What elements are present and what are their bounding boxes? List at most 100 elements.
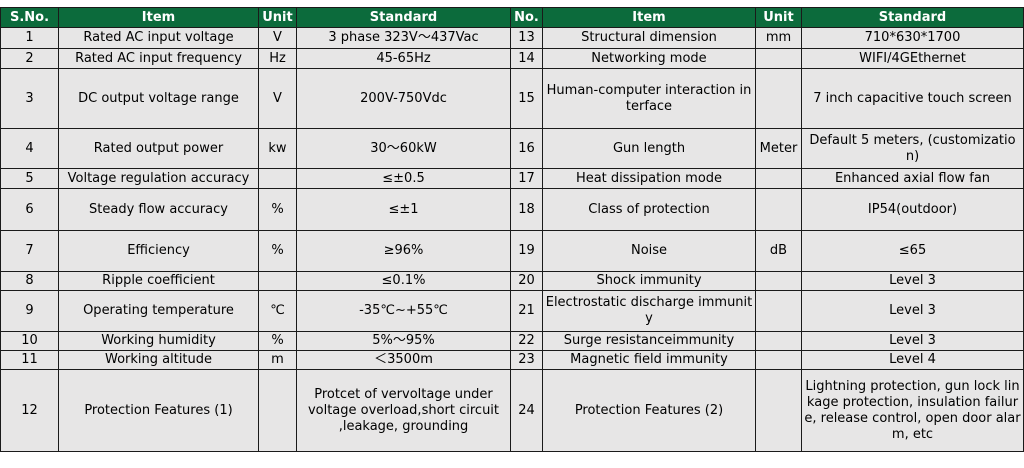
unit-cell: V — [258, 27, 297, 49]
row-number-2: 24 — [510, 369, 543, 452]
standard-value-2: IP54(outdoor) — [801, 188, 1024, 231]
unit-cell: Hz — [258, 48, 297, 69]
table-row: 8 Ripple coefficient ≤0.1% 20 Shock immu… — [0, 271, 1024, 291]
item-name-2: Noise — [542, 230, 756, 272]
unit-cell — [258, 369, 297, 452]
row-number-2: 17 — [510, 168, 543, 189]
row-number: 1 — [0, 27, 59, 49]
standard-value: 30～60kW — [296, 128, 511, 169]
item-name: Working humidity — [58, 331, 259, 351]
row-number: 7 — [0, 230, 59, 272]
header-item: Item — [58, 7, 259, 28]
unit-cell — [258, 271, 297, 291]
standard-value-2: ≤65 — [801, 230, 1024, 272]
row-number-2: 13 — [510, 27, 543, 49]
item-name: Protection Features (1) — [58, 369, 259, 452]
unit-cell: % — [258, 188, 297, 231]
unit-cell-2 — [755, 350, 802, 370]
unit-cell: % — [258, 331, 297, 351]
table-row: 2 Rated AC input frequency Hz 45-65Hz 14… — [0, 48, 1024, 69]
unit-cell-2 — [755, 48, 802, 69]
standard-value-2: Level 3 — [801, 331, 1024, 351]
item-name-2: Electrostatic discharge immunity — [542, 290, 756, 332]
header-unit-2: Unit — [755, 7, 802, 28]
header-no: No. — [510, 7, 543, 28]
standard-value-2: Level 3 — [801, 271, 1024, 291]
row-number: 12 — [0, 369, 59, 452]
standard-value: ≤0.1% — [296, 271, 511, 291]
unit-cell-2: dB — [755, 230, 802, 272]
unit-cell: V — [258, 68, 297, 129]
unit-cell-2 — [755, 369, 802, 452]
unit-cell — [258, 168, 297, 189]
table-row: 5 Voltage regulation accuracy ≤±0.5 17 H… — [0, 168, 1024, 189]
standard-value-2: Enhanced axial flow fan — [801, 168, 1024, 189]
item-name: Rated AC input voltage — [58, 27, 259, 49]
row-number: 2 — [0, 48, 59, 69]
standard-value: ＜3500m — [296, 350, 511, 370]
row-number-2: 19 — [510, 230, 543, 272]
item-name: Steady flow accuracy — [58, 188, 259, 231]
row-number-2: 15 — [510, 68, 543, 129]
unit-cell-2 — [755, 331, 802, 351]
row-number: 10 — [0, 331, 59, 351]
spec-table: S.No. Item Unit Standard No. Item Unit S… — [0, 7, 1024, 452]
item-name: Working altitude — [58, 350, 259, 370]
standard-value-2: Level 4 — [801, 350, 1024, 370]
standard-value-2: 710*630*1700 — [801, 27, 1024, 49]
table-row: 7 Efficiency % ≥96% 19 Noise dB ≤65 — [0, 230, 1024, 272]
standard-value: 200V-750Vdc — [296, 68, 511, 129]
row-number-2: 16 — [510, 128, 543, 169]
item-name-2: Magnetic field immunity — [542, 350, 756, 370]
item-name-2: Protection Features (2) — [542, 369, 756, 452]
row-number: 11 — [0, 350, 59, 370]
table-row: 1 Rated AC input voltage V 3 phase 323V～… — [0, 27, 1024, 49]
standard-value-2: Level 3 — [801, 290, 1024, 332]
header-unit: Unit — [258, 7, 297, 28]
standard-value: 5%～95% — [296, 331, 511, 351]
item-name-2: Networking mode — [542, 48, 756, 69]
standard-value: -35℃~+55℃ — [296, 290, 511, 332]
item-name-2: Heat dissipation mode — [542, 168, 756, 189]
item-name: Voltage regulation accuracy — [58, 168, 259, 189]
table-row: 9 Operating temperature ℃ -35℃~+55℃ 21 E… — [0, 290, 1024, 332]
standard-value: Protcet of vervoltage under voltage over… — [296, 369, 511, 452]
item-name: Efficiency — [58, 230, 259, 272]
unit-cell-2 — [755, 68, 802, 129]
table-row: 10 Working humidity % 5%～95% 22 Surge re… — [0, 331, 1024, 351]
unit-cell-2 — [755, 168, 802, 189]
row-number-2: 14 — [510, 48, 543, 69]
row-number: 3 — [0, 68, 59, 129]
row-number-2: 22 — [510, 331, 543, 351]
unit-cell: kw — [258, 128, 297, 169]
item-name-2: Structural dimension — [542, 27, 756, 49]
standard-value-2: 7 inch capacitive touch screen — [801, 68, 1024, 129]
table-row: 6 Steady flow accuracy % ≤±1 18 Class of… — [0, 188, 1024, 231]
row-number: 9 — [0, 290, 59, 332]
standard-value: ≤±1 — [296, 188, 511, 231]
header-item-2: Item — [542, 7, 756, 28]
item-name-2: Human-computer interaction interface — [542, 68, 756, 129]
standard-value-2: WIFI/4GEthernet — [801, 48, 1024, 69]
standard-value-2: Default 5 meters, (customization) — [801, 128, 1024, 169]
row-number: 5 — [0, 168, 59, 189]
header-standard-2: Standard — [801, 7, 1024, 28]
header-standard: Standard — [296, 7, 511, 28]
row-number-2: 20 — [510, 271, 543, 291]
unit-cell: m — [258, 350, 297, 370]
unit-cell-2 — [755, 271, 802, 291]
table-row: 11 Working altitude m ＜3500m 23 Magnetic… — [0, 350, 1024, 370]
item-name: Ripple coefficient — [58, 271, 259, 291]
unit-cell-2: mm — [755, 27, 802, 49]
standard-value: ≤±0.5 — [296, 168, 511, 189]
item-name: DC output voltage range — [58, 68, 259, 129]
row-number-2: 23 — [510, 350, 543, 370]
row-number-2: 18 — [510, 188, 543, 231]
standard-value: ≥96% — [296, 230, 511, 272]
row-number: 6 — [0, 188, 59, 231]
table-row: 3 DC output voltage range V 200V-750Vdc … — [0, 68, 1024, 129]
header-row: S.No. Item Unit Standard No. Item Unit S… — [0, 7, 1024, 28]
item-name: Rated AC input frequency — [58, 48, 259, 69]
unit-cell-2: Meter — [755, 128, 802, 169]
item-name-2: Gun length — [542, 128, 756, 169]
